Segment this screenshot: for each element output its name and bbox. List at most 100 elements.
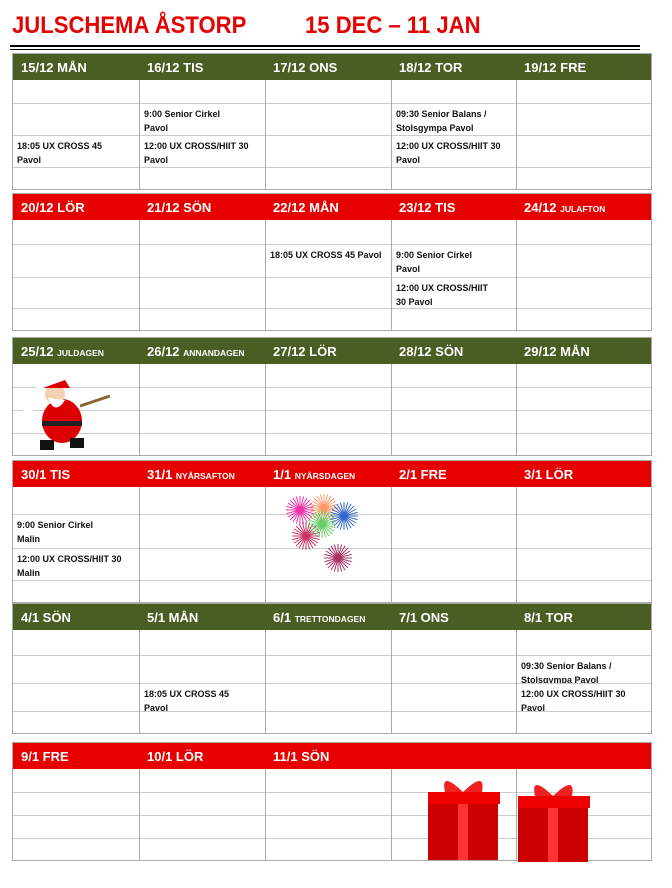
day-header: 2/1 FRE <box>391 467 516 482</box>
schedule-cell <box>13 838 139 860</box>
schedule-cell <box>140 838 265 860</box>
schedule-cell: 12:00 UX CROSS/HIIT 30 Pavol <box>392 277 516 308</box>
schedule-cell <box>517 135 651 167</box>
schedule-cell <box>517 410 651 433</box>
schedule-cell <box>140 308 265 330</box>
day-label: 21/12 SÖN <box>147 199 212 215</box>
day-label: 25/12 <box>21 343 58 359</box>
day-label: 10/1 LÖR <box>147 748 204 764</box>
day-header: 27/12 LÖR <box>265 344 391 359</box>
schedule-cell <box>392 410 516 433</box>
holiday-label: TRETTONDAGEN <box>294 613 366 624</box>
day-label: 9/1 FRE <box>21 748 69 764</box>
schedule-cell <box>517 308 651 330</box>
day-header: 23/12 TIS <box>391 200 516 215</box>
schedule-cell <box>13 80 139 103</box>
week-header: 25/12 JULDAGEN 26/12 ANNANDAGEN 27/12 LÖR 2… <box>13 338 651 364</box>
day-header: 21/12 SÖN <box>139 200 265 215</box>
schedule-cell: 12:00 UX CROSS/HIIT 30 Malin <box>13 548 139 580</box>
day-label: 19/12 FRE <box>524 59 587 75</box>
day-header: 20/12 LÖR <box>13 200 139 215</box>
day-column: 09:30 Senior Balans / Stolsgympa Pavol 12… <box>516 630 651 733</box>
day-header: 26/12 ANNANDAGEN <box>139 344 265 359</box>
schedule-cell <box>266 580 391 602</box>
day-column: 18:05 UX CROSS 45 Pavol <box>13 80 139 189</box>
day-column <box>391 630 516 733</box>
week-header: 9/1 FRE 10/1 LÖR 11/1 SÖN <box>13 743 651 769</box>
schedule-cell <box>392 580 516 602</box>
schedule-cell <box>392 308 516 330</box>
holiday-label: ANNANDAGEN <box>183 347 245 358</box>
week-block: 20/12 LÖR 21/12 SÖN 22/12 MÅN 23/12 TIS 24/1… <box>12 193 652 331</box>
date-range: 15 DEC – 11 JAN <box>305 12 481 39</box>
schedule-cell: 09:30 Senior Balans / Stolsgympa Pavol <box>517 655 651 683</box>
schedule-cell <box>517 792 651 815</box>
schedule-cell <box>140 514 265 548</box>
schedule-cell <box>266 410 391 433</box>
schedule-cell <box>266 630 391 655</box>
week-block: 4/1 SÖN 5/1 MÅN 6/1 TRETTONDAGEN 7/1 ONS 8/1… <box>12 603 652 734</box>
day-column <box>265 364 391 455</box>
schedule-cell <box>266 308 391 330</box>
day-column <box>265 769 391 860</box>
schedule-cell <box>517 548 651 580</box>
schedule-cell <box>392 683 516 711</box>
schedule-cell <box>140 548 265 580</box>
day-label <box>395 749 399 764</box>
day-header: 4/1 SÖN <box>13 610 139 625</box>
day-column: 18:05 UX CROSS 45 Pavol <box>139 630 265 733</box>
schedule-cell <box>266 838 391 860</box>
day-column <box>265 630 391 733</box>
day-label: 15/12 MÅN <box>21 59 87 75</box>
day-label: 20/12 LÖR <box>21 199 85 215</box>
schedule-cell <box>517 630 651 655</box>
day-label: 2/1 FRE <box>399 466 447 482</box>
schedule-cell <box>13 711 139 733</box>
schedule-cell <box>266 514 391 548</box>
day-column <box>13 630 139 733</box>
schedule-cell <box>517 220 651 244</box>
day-label: 22/12 MÅN <box>273 199 339 215</box>
schedule-cell <box>13 792 139 815</box>
schedule-cell <box>140 277 265 308</box>
schedule-cell <box>392 548 516 580</box>
schedule-cell <box>392 655 516 683</box>
schedule-cell <box>13 580 139 602</box>
day-header: 9/1 FRE <box>13 749 139 764</box>
schedule-cell <box>13 683 139 711</box>
schedule-cell <box>266 433 391 455</box>
day-column <box>516 220 651 330</box>
day-column <box>139 769 265 860</box>
day-header: 5/1 MÅN <box>139 610 265 625</box>
schedule-cell <box>266 277 391 308</box>
day-label: 8/1 TOR <box>524 609 573 625</box>
schedule-cell <box>266 792 391 815</box>
schedule-cell <box>140 655 265 683</box>
schedule-cell <box>140 433 265 455</box>
schedule-cell <box>392 711 516 733</box>
schedule-cell <box>392 80 516 103</box>
schedule-cell <box>140 80 265 103</box>
schedule-cell <box>140 387 265 410</box>
schedule-cell <box>140 410 265 433</box>
page-title: JULSCHEMA ÅSTORP <box>12 12 247 39</box>
schedule-cell: 12:00 UX CROSS/HIIT 30 Pavol <box>517 683 651 711</box>
day-column <box>516 80 651 189</box>
schedule-cell <box>140 167 265 189</box>
schedule-cell <box>140 580 265 602</box>
schedule-cell <box>266 103 391 135</box>
schedule-cell <box>392 387 516 410</box>
schedule-cell <box>266 167 391 189</box>
schedule-cell <box>13 487 139 514</box>
schedule-cell <box>392 433 516 455</box>
schedule-cell <box>517 711 651 733</box>
day-header: 10/1 LÖR <box>139 749 265 764</box>
schedule-cell <box>13 769 139 792</box>
schedule-cell <box>13 655 139 683</box>
day-label: 7/1 ONS <box>399 609 449 625</box>
schedule-cell <box>392 364 516 387</box>
day-label: 18/12 TOR <box>399 59 463 75</box>
schedule-cell <box>140 244 265 277</box>
schedule-cell <box>392 220 516 244</box>
day-label: 27/12 LÖR <box>273 343 337 359</box>
